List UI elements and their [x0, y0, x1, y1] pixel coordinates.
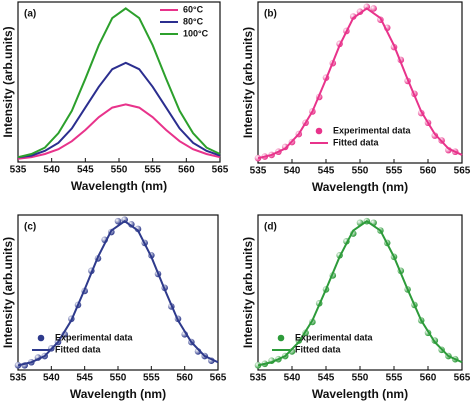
- x-tick-label: 545: [76, 373, 93, 384]
- legend-swatch: [37, 334, 45, 342]
- x-tick-label: 540: [43, 165, 60, 176]
- series-line: [17, 61, 221, 159]
- x-tick-label: 560: [420, 373, 437, 384]
- x-tick-label: 545: [318, 166, 335, 177]
- legend-swatch: [315, 127, 323, 135]
- x-tick-label: 560: [420, 166, 437, 177]
- data-point: [114, 217, 122, 225]
- panel-label: (a): [24, 9, 36, 20]
- legend-label: 60°C: [183, 4, 204, 14]
- x-tick-label: 550: [110, 373, 127, 384]
- legend-label: Experimental data: [295, 332, 374, 342]
- panel-label: (c): [24, 222, 36, 233]
- series-line: [17, 7, 221, 159]
- legend-label: 80°C: [183, 16, 204, 26]
- x-tick-label: 540: [284, 166, 301, 177]
- series-line: [257, 219, 463, 367]
- x-tick-label: 555: [386, 373, 403, 384]
- plot-frame: [17, 214, 219, 371]
- legend-swatch: [277, 334, 285, 342]
- x-tick-label: 560: [178, 165, 195, 176]
- legend-label: Experimental data: [55, 332, 134, 342]
- x-tick-label: 550: [352, 373, 369, 384]
- data-point: [134, 225, 142, 233]
- x-axis-label: Wavelength (nm): [312, 387, 408, 401]
- x-tick-label: 550: [352, 166, 369, 177]
- x-tick-label: 540: [284, 373, 301, 384]
- series-line: [17, 219, 219, 367]
- x-tick-label: 555: [144, 165, 161, 176]
- panel-label: (d): [264, 222, 277, 233]
- x-tick-label: 535: [250, 373, 267, 384]
- legend-label: Fitted data: [333, 137, 379, 147]
- x-tick-label: 565: [212, 165, 229, 176]
- legend-label: Fitted data: [295, 344, 341, 354]
- x-tick-label: 545: [318, 373, 335, 384]
- x-tick-label: 535: [250, 166, 267, 177]
- legend-label: 100°C: [183, 28, 209, 38]
- data-point: [254, 362, 262, 369]
- x-tick-label: 540: [43, 373, 60, 384]
- x-tick-label: 550: [111, 165, 128, 176]
- y-axis-label: Intensity (arb.units): [1, 237, 15, 348]
- legend-label: Fitted data: [55, 344, 101, 354]
- x-tick-label: 555: [386, 166, 403, 177]
- data-point: [14, 362, 22, 369]
- y-axis-label: Intensity (arb.units): [241, 237, 255, 348]
- data-point: [370, 5, 377, 12]
- x-tick-label: 565: [454, 166, 471, 177]
- panel-label: (b): [264, 9, 277, 20]
- x-tick-label: 545: [77, 165, 94, 176]
- x-axis-label: Wavelength (nm): [71, 179, 167, 193]
- series-line: [257, 7, 463, 160]
- x-tick-label: 565: [210, 373, 227, 384]
- x-tick-label: 560: [176, 373, 193, 384]
- plot-frame: [257, 214, 463, 371]
- y-axis-label: Intensity (arb.units): [241, 27, 255, 138]
- x-tick-label: 535: [10, 165, 27, 176]
- legend-label: Experimental data: [333, 125, 412, 135]
- data-point: [431, 132, 439, 139]
- x-tick-label: 535: [10, 373, 27, 384]
- series-line: [17, 103, 221, 160]
- x-tick-label: 555: [143, 373, 160, 384]
- x-axis-label: Wavelength (nm): [312, 180, 408, 194]
- y-axis-label: Intensity (arb.units): [1, 26, 15, 137]
- x-axis-label: Wavelength (nm): [70, 387, 166, 401]
- x-tick-label: 565: [454, 373, 471, 384]
